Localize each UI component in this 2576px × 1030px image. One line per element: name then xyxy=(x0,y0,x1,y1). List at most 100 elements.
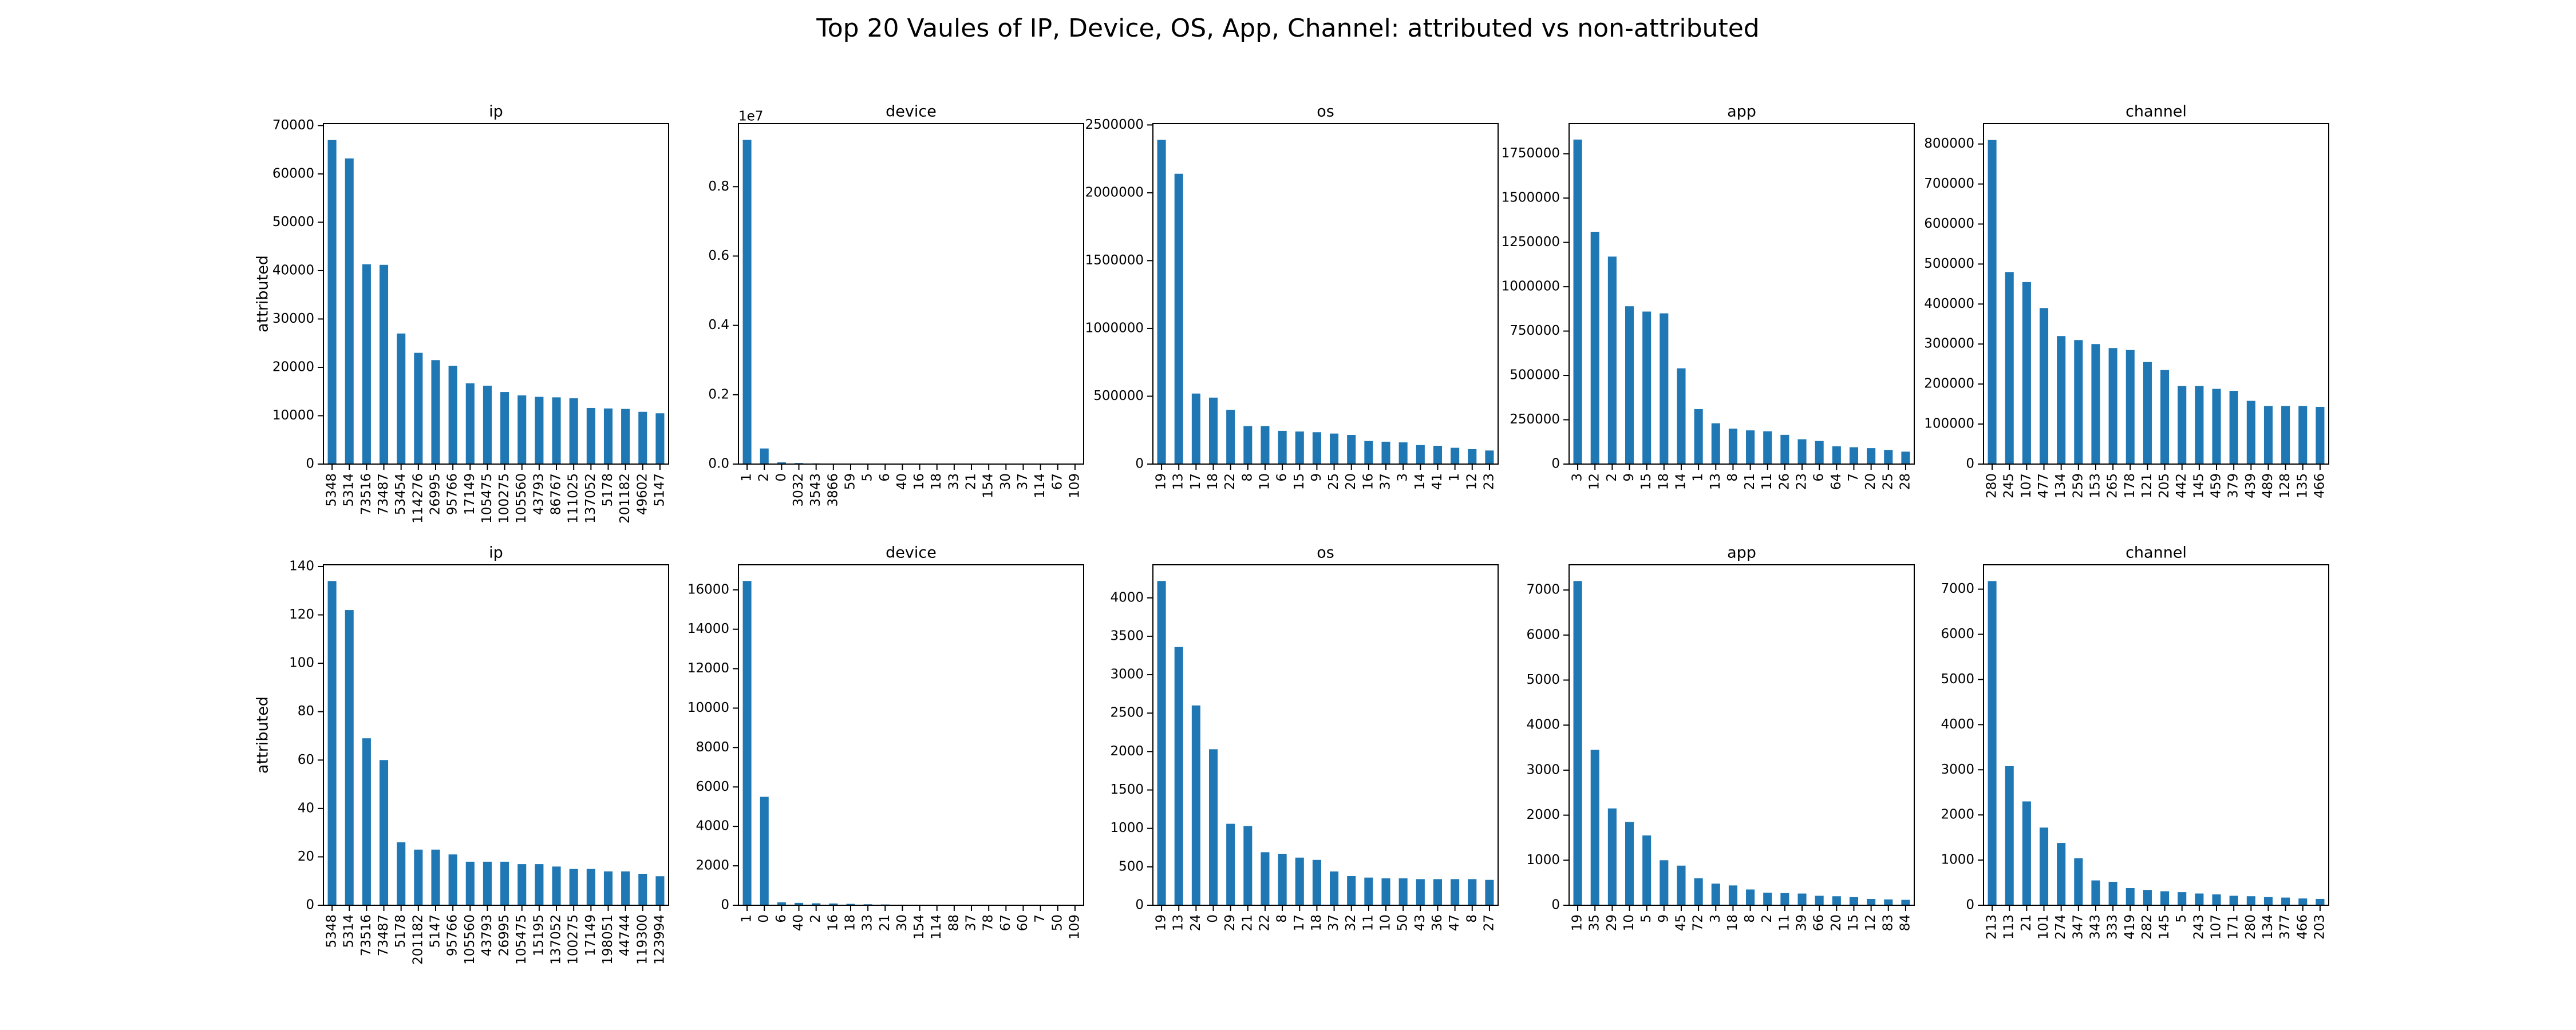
bar xyxy=(1381,441,1390,464)
x-tick-label: 37 xyxy=(1378,473,1393,490)
y-tick-label: 6000 xyxy=(1526,627,1560,642)
x-tick-label: 50 xyxy=(1396,914,1411,931)
bar xyxy=(2263,406,2273,464)
x-tick-label: 18 xyxy=(1206,473,1220,490)
y-tick-label: 10000 xyxy=(272,408,314,423)
bar xyxy=(1867,448,1876,464)
bar xyxy=(1849,447,1859,464)
x-tick-label: 43793 xyxy=(531,473,546,515)
bar xyxy=(1763,431,1772,464)
bar xyxy=(621,871,630,905)
bar xyxy=(2074,858,2083,905)
y-tick-label: 500000 xyxy=(1924,256,1974,271)
y-tick-label: 0 xyxy=(306,898,314,913)
y-tick-label: 3500 xyxy=(1110,628,1144,643)
bar xyxy=(1433,445,1443,464)
x-tick-label: 119300 xyxy=(635,914,650,965)
bar xyxy=(1625,822,1634,905)
y-tick-label: 0 xyxy=(1551,457,1560,472)
y-tick-label: 12000 xyxy=(688,661,729,676)
x-tick-label: 36 xyxy=(1430,914,1445,931)
x-tick-label: 5 xyxy=(2174,914,2189,923)
bar xyxy=(2316,407,2325,464)
x-tick-label: 107 xyxy=(2209,914,2224,940)
bar xyxy=(1711,884,1720,905)
bar xyxy=(2316,898,2325,905)
x-tick-label: 23 xyxy=(1481,473,1496,490)
y-tick-label: 0 xyxy=(1966,898,1974,913)
y-tick-label: 800000 xyxy=(1924,136,1974,151)
x-tick-label: 8 xyxy=(1240,473,1255,482)
axes-frame xyxy=(323,564,669,906)
x-tick-label: 5178 xyxy=(393,914,408,948)
y-tick-label: 1000000 xyxy=(1085,320,1144,335)
x-tick-label: 60 xyxy=(1016,914,1030,931)
y-tick-label: 1000000 xyxy=(1502,279,1560,294)
x-tick-label: 3543 xyxy=(808,473,823,507)
bar xyxy=(655,876,665,905)
y-tick-label: 4000 xyxy=(1941,717,1974,732)
bar xyxy=(448,854,457,905)
x-tick-label: 5348 xyxy=(325,914,339,948)
bar xyxy=(1364,441,1373,464)
x-tick-label: 114 xyxy=(929,914,944,940)
x-tick-label: 105560 xyxy=(463,914,477,965)
x-tick-label: 95766 xyxy=(445,914,460,956)
bar xyxy=(1468,879,1477,905)
bar xyxy=(2057,843,2066,905)
bar xyxy=(1901,451,1910,464)
bar xyxy=(1451,447,1460,464)
bar xyxy=(1590,232,1599,464)
y-tick-label: 250000 xyxy=(1510,412,1560,427)
y-tick-label: 2500000 xyxy=(1085,117,1144,132)
x-tick-label: 201182 xyxy=(618,473,633,524)
x-tick-label: 201182 xyxy=(410,914,425,965)
bar xyxy=(1607,808,1617,905)
bar xyxy=(2074,340,2083,464)
bar xyxy=(1660,860,1669,905)
bar xyxy=(1312,432,1321,464)
x-tick-label: 15 xyxy=(1639,473,1654,490)
x-tick-label: 27 xyxy=(1481,914,1496,931)
x-tick-label: 100275 xyxy=(566,914,581,965)
x-tick-label: 5 xyxy=(860,473,875,482)
x-tick-label: 178 xyxy=(2123,473,2138,498)
y-tick-label: 120 xyxy=(289,607,314,622)
subplot-title: device xyxy=(886,544,937,562)
bar xyxy=(345,158,354,464)
bar xyxy=(2246,896,2255,905)
x-tick-label: 15195 xyxy=(531,914,546,956)
axes-frame xyxy=(1568,564,1915,906)
y-tick-label: 30000 xyxy=(272,311,314,326)
x-tick-label: 26 xyxy=(1777,473,1792,490)
x-tick-label: 3 xyxy=(1570,473,1585,482)
y-tick-label: 40 xyxy=(298,801,314,815)
bar xyxy=(621,409,630,464)
bar xyxy=(1642,311,1652,464)
x-tick-label: 21 xyxy=(1240,914,1255,931)
bar xyxy=(2281,406,2290,464)
bar xyxy=(1485,880,1494,905)
bar xyxy=(414,849,423,905)
y-tick-label: 0.2 xyxy=(708,387,729,402)
y-tick-label: 1500000 xyxy=(1085,253,1144,268)
x-tick-label: 205 xyxy=(2157,473,2172,498)
y-axis-label: attributed xyxy=(254,696,272,774)
x-tick-label: 26995 xyxy=(497,914,512,956)
x-tick-label: 29 xyxy=(1223,914,1238,931)
x-tick-label: 343 xyxy=(2088,914,2103,940)
bar xyxy=(1573,581,1582,905)
x-tick-label: 265 xyxy=(2105,473,2120,498)
bar xyxy=(2091,344,2100,464)
bar xyxy=(1746,430,1755,464)
y-tick-label: 70000 xyxy=(272,118,314,133)
y-axis-label: attributed xyxy=(254,255,272,332)
x-tick-label: 18 xyxy=(1656,473,1671,490)
bar xyxy=(1208,397,1218,464)
bar xyxy=(414,352,423,464)
x-tick-label: 137052 xyxy=(549,914,564,965)
y-tick-label: 700000 xyxy=(1924,176,1974,191)
bar xyxy=(2281,897,2290,905)
x-tick-label: 145 xyxy=(2191,473,2206,498)
bar xyxy=(465,861,475,905)
